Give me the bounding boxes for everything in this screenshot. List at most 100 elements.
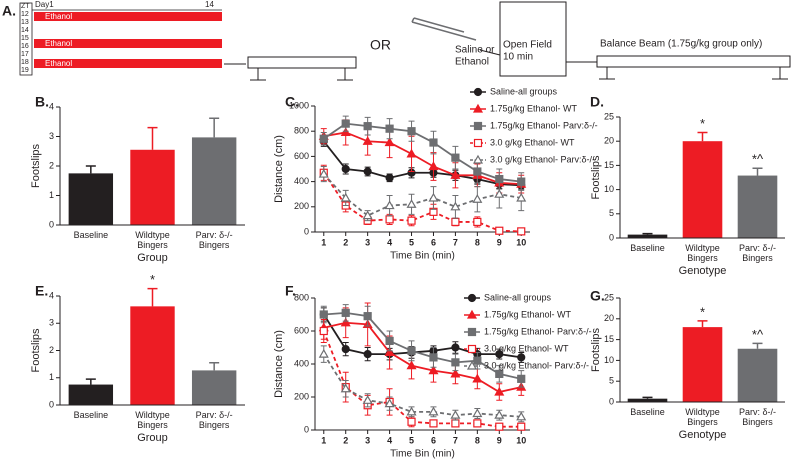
x-tick-label: 10	[516, 435, 526, 445]
or: OR	[370, 37, 391, 53]
point	[407, 346, 416, 355]
y-axis-label: Distance (cm)	[273, 135, 285, 203]
annotation: *	[700, 116, 705, 131]
x-axis-label: Time Bin (min)	[390, 251, 455, 262]
x-tick-label: 6	[431, 237, 436, 247]
x-tick-label: 4	[387, 435, 392, 445]
bar	[191, 137, 237, 225]
y-tick-label: 600	[294, 151, 309, 161]
bar	[130, 306, 175, 405]
y-tick-label: 400	[294, 358, 309, 368]
annotation: *	[150, 272, 155, 287]
panel-label: F.	[285, 283, 296, 299]
point	[472, 373, 483, 383]
error-bar	[147, 287, 158, 307]
row: 14	[21, 27, 29, 34]
point	[517, 374, 526, 383]
x-tick-label: Wildtype Bingers	[135, 230, 170, 250]
annotation: *^	[752, 152, 764, 167]
error-bar	[85, 378, 96, 385]
x-tick-label: 6	[431, 435, 436, 445]
point	[385, 215, 394, 224]
x-tick-label: Wildtype Bingers	[685, 243, 720, 263]
y-axis-label: Footslips	[590, 327, 602, 372]
y-tick-label: 200	[294, 391, 309, 401]
connector	[479, 49, 501, 56]
point	[407, 216, 416, 225]
legend-label: 1.75g/kg Ethanol- Parv:δ-/-	[484, 326, 592, 336]
y-tick-label: 10	[604, 355, 614, 365]
x-tick-label: 4	[387, 237, 392, 247]
y-tick-label: 10	[604, 184, 614, 194]
panel-label: B.	[35, 94, 49, 110]
y-tick-label: 200	[294, 201, 309, 211]
point	[362, 210, 373, 220]
point	[319, 134, 328, 143]
panel-label: D.	[590, 94, 604, 110]
point	[451, 419, 460, 428]
error-bar	[85, 165, 96, 174]
point	[407, 417, 416, 426]
y-tick-label: 0	[609, 396, 614, 406]
point	[451, 343, 460, 352]
legend-marker	[466, 309, 478, 319]
point	[406, 199, 417, 208]
x-tick-label: 10	[516, 237, 526, 247]
point	[363, 167, 372, 176]
series-line	[323, 140, 522, 187]
x-tick-label: Baseline	[73, 410, 109, 420]
error-bar	[209, 117, 220, 138]
y-tick-label: 600	[294, 325, 309, 335]
point	[384, 398, 395, 408]
x-tick-label: 8	[475, 435, 480, 445]
point	[451, 217, 460, 227]
row: 18	[21, 59, 29, 66]
legend-marker	[467, 344, 477, 354]
bar	[68, 173, 114, 225]
syringe	[411, 17, 477, 41]
point	[516, 192, 527, 202]
point	[318, 168, 329, 178]
point	[429, 419, 438, 428]
point	[362, 395, 373, 404]
point	[363, 312, 372, 321]
legend-marker	[467, 293, 477, 303]
legend-marker	[472, 154, 484, 164]
balance-beam-label: Balance Beam (1.75g/kg group only)	[600, 39, 762, 50]
legend-label: 1.75g/kg Ethanol- Parv:δ-/-	[490, 120, 598, 130]
point	[517, 353, 526, 362]
error-bar	[752, 342, 763, 349]
open-field-box	[499, 1, 567, 77]
point	[450, 201, 461, 211]
y-tick-label: 4	[49, 290, 54, 300]
x-tick-label: Baseline	[630, 243, 665, 253]
row: 13	[21, 19, 29, 26]
point	[451, 153, 460, 162]
open-field-label: 10 min	[503, 52, 533, 63]
panel-label: A.	[2, 3, 16, 19]
x-tick-label: Baseline	[73, 230, 109, 240]
point	[407, 127, 416, 136]
y-tick-label: 5	[609, 376, 614, 386]
point	[450, 170, 461, 179]
point	[517, 227, 526, 236]
y-tick-label: 1	[49, 372, 54, 382]
y-axis-label: Footslips	[30, 328, 42, 373]
point	[495, 369, 504, 378]
point	[450, 368, 461, 378]
legend-label: 1.75g/kg Ethanol- WT	[484, 309, 572, 319]
legend-label: 3.0 g/kg Ethanol- WT	[484, 343, 569, 353]
x-axis-label: Time Bin (min)	[390, 449, 455, 460]
point	[428, 161, 439, 171]
point	[318, 348, 329, 358]
x-tick-label: 9	[497, 237, 502, 247]
point	[428, 365, 439, 375]
bar	[627, 234, 668, 238]
beam	[247, 56, 357, 69]
y-tick-label: 1000	[289, 100, 309, 110]
row: 19	[21, 67, 29, 74]
y-tick-label: 15	[604, 334, 614, 344]
row: 12	[21, 11, 29, 18]
bar	[682, 327, 723, 402]
point	[341, 308, 350, 317]
